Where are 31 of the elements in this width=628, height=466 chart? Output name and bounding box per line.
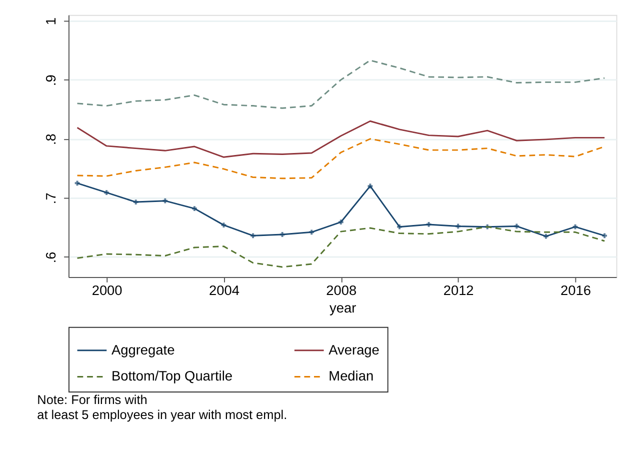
point <box>544 234 548 239</box>
x-tick-label: 2000 <box>92 283 123 298</box>
y-tick-label: 1 <box>43 17 58 26</box>
point <box>309 230 314 235</box>
legend-label: Median <box>328 368 374 384</box>
point <box>192 206 197 211</box>
point <box>250 233 256 238</box>
point <box>426 222 432 227</box>
x-tick-label: 2004 <box>208 283 240 298</box>
line-series <box>76 60 606 109</box>
legend-label: Bottom/Top Quartile <box>112 368 232 384</box>
point <box>280 232 285 237</box>
y-tick-label: .7 <box>43 192 58 204</box>
x-axis-title: year <box>330 300 357 316</box>
point <box>397 224 402 230</box>
x-tick-label: 2008 <box>326 283 357 298</box>
point <box>133 200 138 204</box>
x-tick-label: 2016 <box>560 283 592 298</box>
legend-label: Aggregate <box>112 342 175 358</box>
y-tick-label: .8 <box>43 133 58 146</box>
legend-label: Average <box>328 342 380 358</box>
point <box>368 184 373 189</box>
point <box>338 220 344 225</box>
y-tick-label: .6 <box>43 251 58 264</box>
point <box>162 198 168 204</box>
text: Note: For firms with at least 5 employees in year with most empl. <box>37 392 288 422</box>
point <box>602 233 607 238</box>
y-tick-label: .9 <box>43 74 58 86</box>
point <box>104 190 109 196</box>
x-tick-label: 2012 <box>443 283 474 298</box>
line-series <box>76 120 606 158</box>
